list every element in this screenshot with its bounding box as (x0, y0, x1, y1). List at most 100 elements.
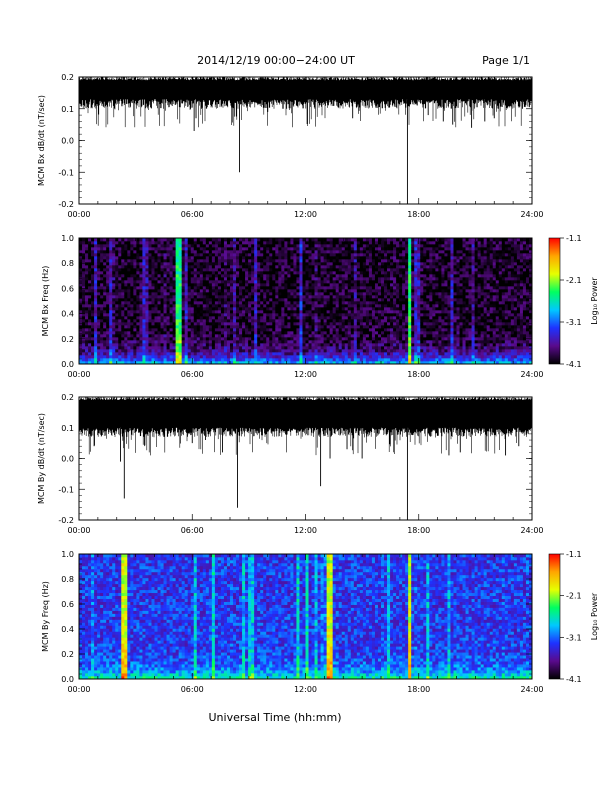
spectrogram-cell (374, 259, 379, 263)
spectrogram-cell (100, 244, 104, 248)
spectrogram-cell (88, 325, 92, 329)
spectrogram-cell (154, 241, 158, 245)
spectrogram-cell (396, 307, 400, 311)
spectrogram-cell (302, 247, 306, 251)
spectrogram-cell (94, 268, 98, 272)
spectrogram-cell (293, 334, 297, 338)
spectrogram-cell (115, 289, 119, 293)
spectrogram-cell (417, 259, 421, 263)
spectrogram-cell (112, 319, 116, 323)
spectrogram-cell (121, 265, 125, 269)
spectrogram-cell (163, 274, 167, 278)
spectrogram-cell (344, 280, 349, 284)
spectrogram-cell (160, 328, 164, 332)
spectrogram-cell (124, 346, 128, 350)
spectrogram-cell (332, 313, 337, 317)
spectrogram-cell (396, 358, 400, 362)
spectrogram-cell (187, 301, 192, 305)
spectrogram-cell (169, 301, 173, 305)
spectrogram-cell (145, 268, 149, 272)
spectrogram-cell (311, 355, 315, 359)
spectrogram-cell (211, 358, 216, 362)
spectrogram-cell (405, 349, 409, 353)
spectrogram-cell (139, 268, 143, 272)
spectrogram-cell (368, 274, 373, 278)
spectrogram-cell (211, 289, 216, 293)
spectrogram-cell (230, 343, 234, 347)
spectrogram-cell (393, 274, 397, 278)
spectrogram-cell (236, 355, 240, 359)
spectrogram-cell (423, 322, 427, 326)
spectrogram-cell (350, 280, 355, 284)
spectrogram-cell (251, 301, 255, 305)
spectrogram-cell (106, 307, 110, 311)
spectrogram-cell (314, 361, 318, 365)
spectrogram-cell (172, 331, 176, 335)
spectrogram-cell (251, 292, 255, 296)
spectrogram-cell (139, 298, 143, 302)
spectrogram-cell (163, 241, 167, 245)
spectrogram-cell (172, 250, 176, 254)
spectrogram-cell (257, 286, 261, 290)
spectrogram-cell (169, 361, 173, 365)
spectrogram-cell (350, 286, 355, 290)
spectrogram-cell (208, 349, 213, 353)
spectrogram-cell (154, 295, 158, 299)
spectrogram-cell (329, 262, 334, 266)
spectrogram-cell (230, 247, 234, 251)
spectrogram-cell (208, 316, 213, 320)
spectrogram-cell (109, 301, 113, 305)
spectrogram-cell (115, 295, 119, 299)
spectrogram-cell (145, 244, 149, 248)
spectrogram-cell (199, 268, 204, 272)
spectrogram-cell (323, 253, 327, 257)
spectrogram-cell (94, 319, 98, 323)
spectrogram-cell (151, 301, 155, 305)
spectrogram-cell (414, 271, 418, 275)
spectrogram-cell (181, 310, 186, 314)
spectrogram-cell (266, 274, 270, 278)
spectrogram-cell (275, 262, 279, 266)
spectrogram-cell (299, 286, 303, 290)
spectrogram-cell (205, 304, 210, 308)
spectrogram-cell (359, 259, 364, 263)
spectrogram-cell (106, 283, 110, 287)
spectrogram-cell (362, 280, 367, 284)
spectrogram-cell (208, 244, 213, 248)
spectrogram-cell (362, 247, 367, 251)
spectrogram-cell (332, 310, 337, 314)
spectrogram-cell (317, 250, 321, 254)
spectrogram-cell (248, 289, 252, 293)
spectrogram-cell (272, 274, 276, 278)
spectrogram-cell (365, 340, 370, 344)
spectrogram-cell (332, 262, 337, 266)
spectrogram-cell (196, 337, 201, 341)
spectrogram-cell (248, 274, 252, 278)
spectrogram-cell (160, 283, 164, 287)
spectrogram-cell (266, 310, 270, 314)
spectrogram-cell (347, 292, 352, 296)
spectrogram-cell (214, 268, 219, 272)
spectrogram-cell (293, 247, 297, 251)
spectrogram-cell (299, 298, 303, 302)
spectrogram-cell (344, 259, 349, 263)
spectrogram-cell (254, 307, 258, 311)
spectrogram-cell (417, 313, 421, 317)
spectrogram-cell (356, 352, 361, 356)
spectrogram-cell (151, 280, 155, 284)
spectrogram-cell (142, 241, 146, 245)
spectrogram-cell (94, 283, 98, 287)
spectrogram-cell (335, 316, 340, 320)
spectrogram-cell (205, 259, 210, 263)
spectrogram-cell (190, 349, 195, 353)
spectrogram-cell (356, 346, 361, 350)
spectrogram-cell (423, 352, 427, 356)
spectrogram-cell (329, 283, 334, 287)
spectrogram-cell (175, 310, 180, 314)
spectrogram-cell (341, 304, 346, 308)
spectrogram-cell (281, 250, 285, 254)
spectrogram-cell (284, 298, 288, 302)
spectrogram-cell (214, 346, 219, 350)
spectrogram-cell (127, 241, 131, 245)
spectrogram-cell (311, 319, 315, 323)
